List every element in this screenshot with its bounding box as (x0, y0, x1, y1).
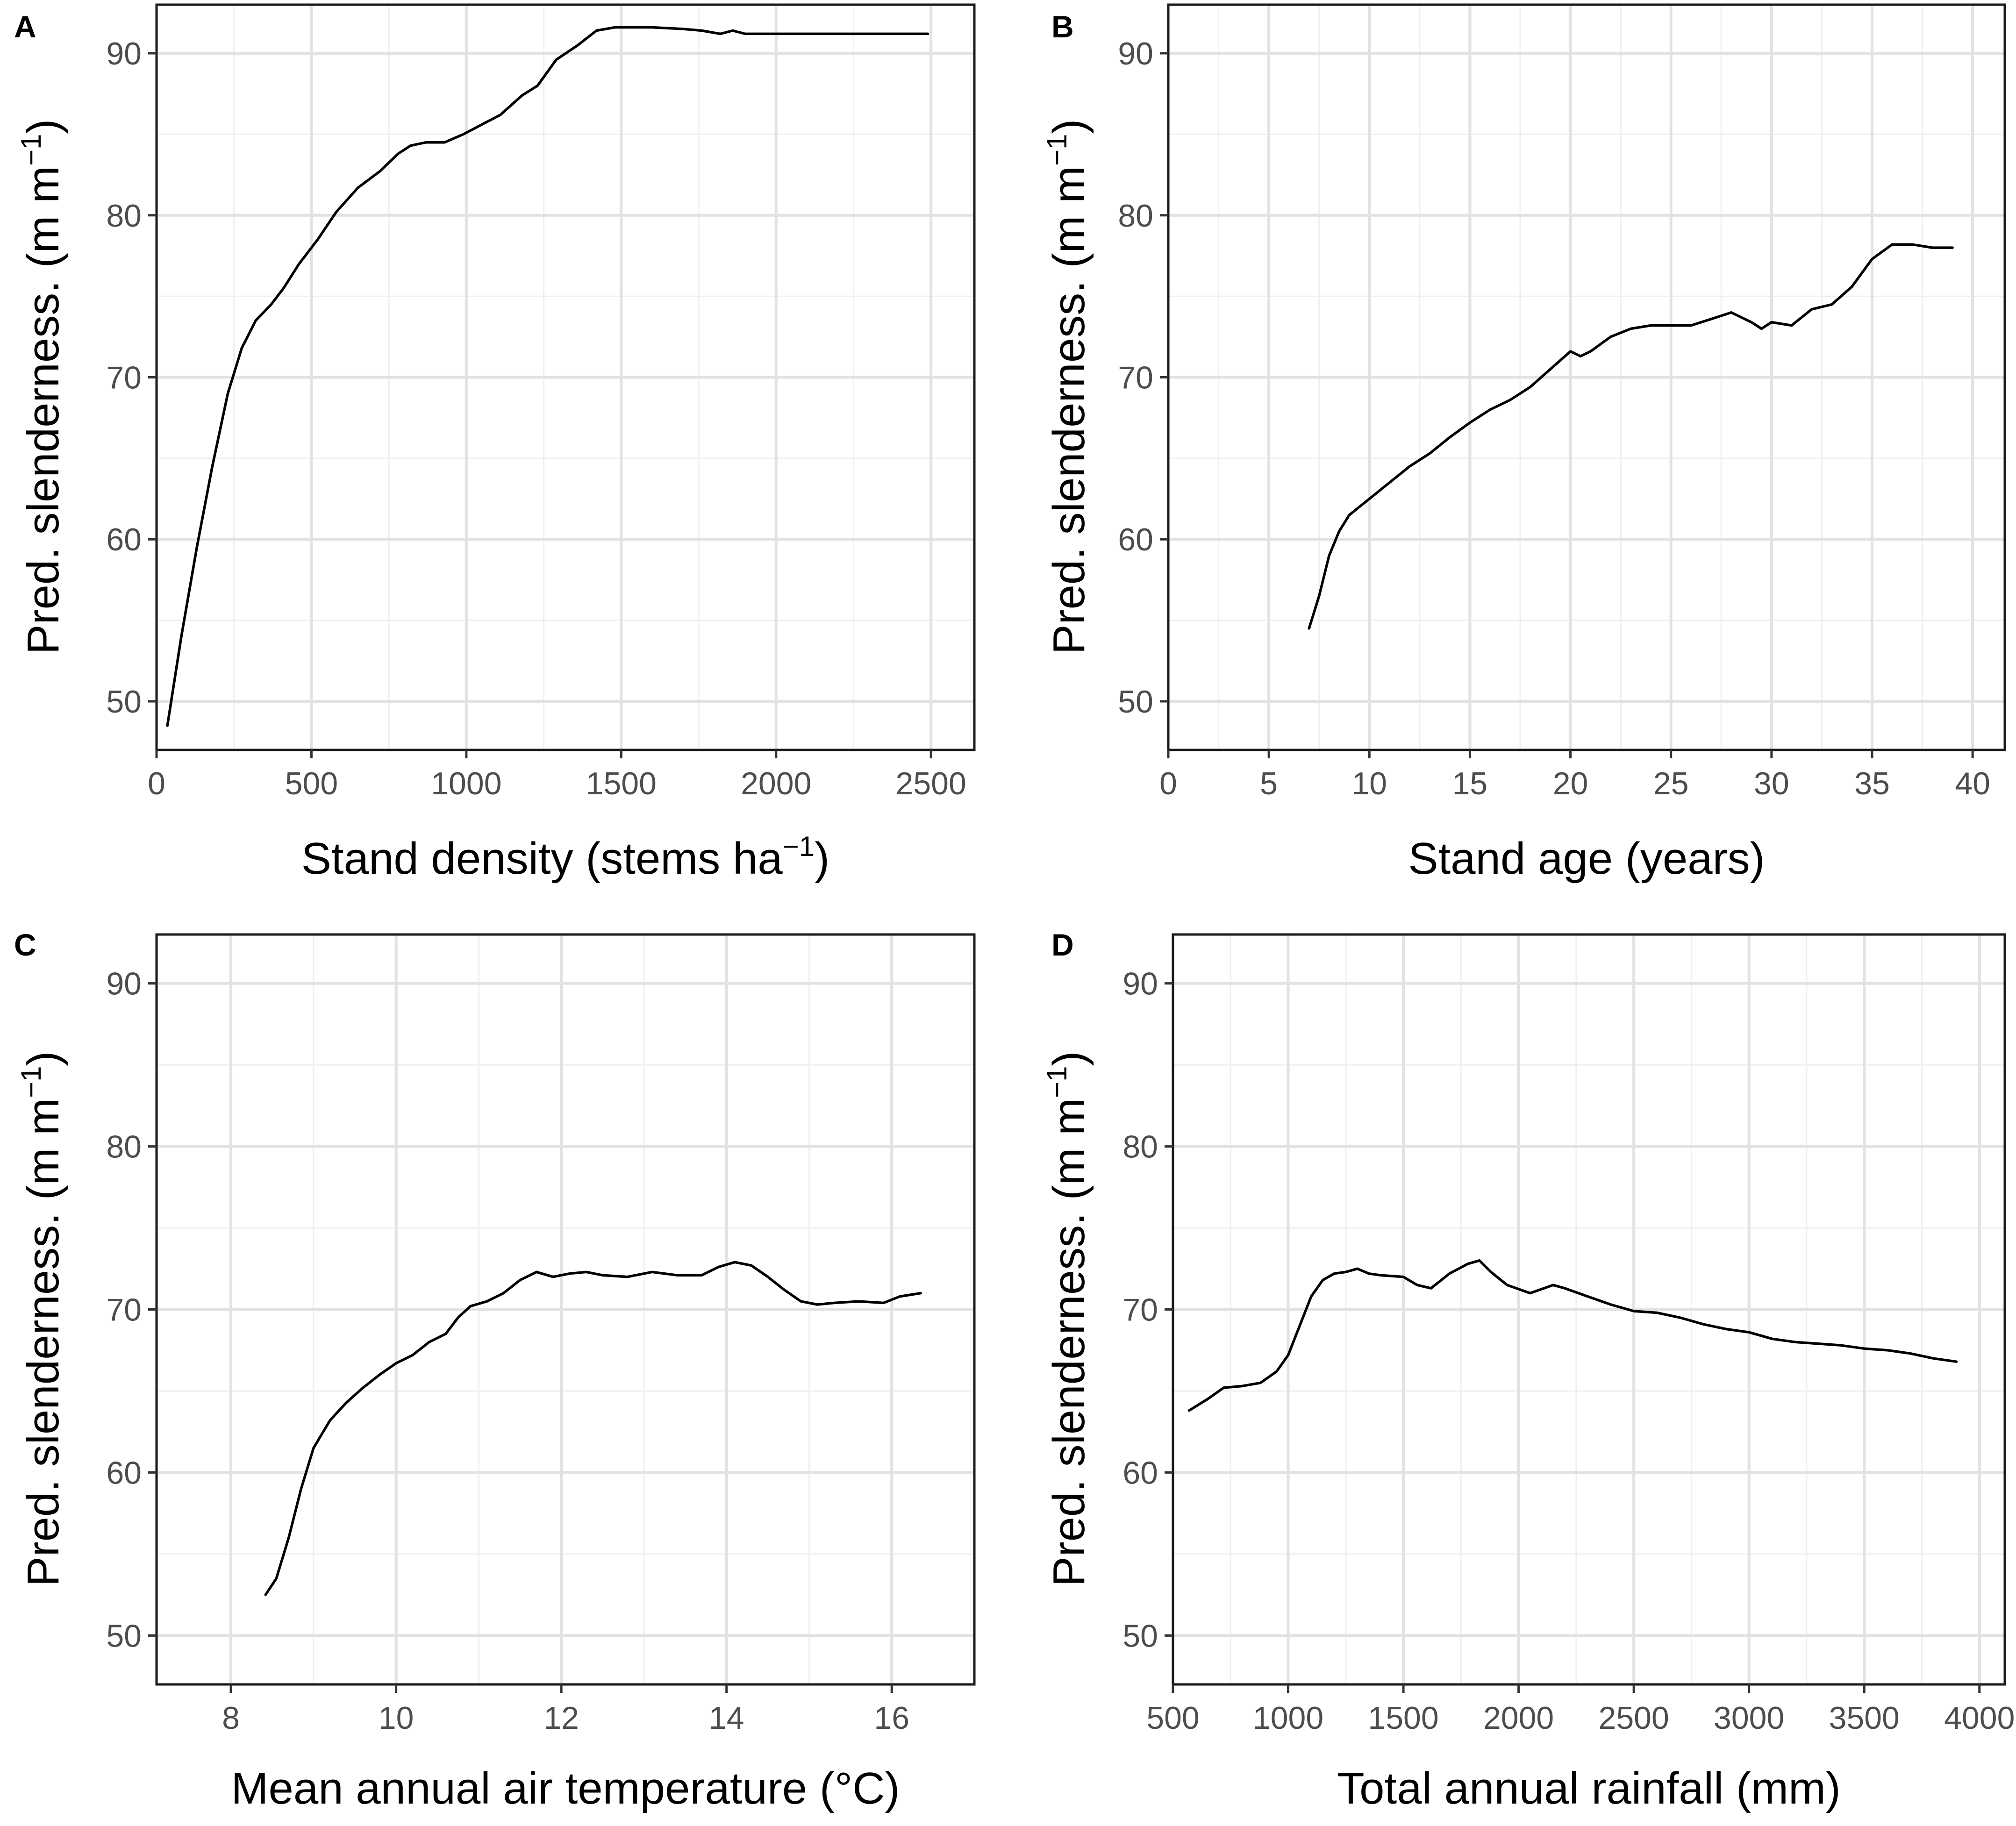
y-tick-label: 50 (1118, 684, 1153, 720)
panel-a: 0 500 1000 1500 2000 2500 50 60 70 80 90 A Stand den… (14, 3, 976, 884)
y-tick-label: 50 (1122, 1618, 1158, 1654)
panel-letter: C (14, 927, 36, 962)
x-tick-label: 1500 (586, 766, 657, 801)
x-tick-label: 2000 (1483, 1700, 1554, 1736)
panel-letter: B (1051, 9, 1074, 44)
y-tick-label: 60 (1118, 522, 1153, 557)
x-tick-label: 1500 (1368, 1700, 1438, 1736)
y-axis-title: Pred. slenderness. (m m−1) (1041, 1051, 1094, 1586)
x-tick-label: 2500 (896, 766, 966, 801)
y-tick-label: 90 (106, 966, 142, 1002)
panel-letter: D (1051, 927, 1074, 962)
x-tick-label: 14 (709, 1700, 744, 1736)
y-tick-label: 60 (106, 1455, 142, 1491)
y-tick-label: 80 (106, 1129, 142, 1165)
y-axis-title: Pred. slenderness. (m m−1) (15, 1051, 68, 1586)
x-tick-label: 5 (1260, 766, 1278, 801)
y-tick-label: 70 (1122, 1292, 1158, 1328)
y-tick-label: 70 (106, 360, 142, 396)
y-tick-label: 70 (106, 1292, 142, 1328)
x-tick-label: 10 (1351, 766, 1387, 801)
x-axis-title: Stand density (stems ha−1) (301, 831, 829, 884)
x-axis-title: Mean annual air temperature (°C) (231, 1763, 900, 1813)
x-tick-label: 35 (1854, 766, 1890, 801)
series-line-c (264, 1261, 922, 1596)
y-tick-label: 90 (1122, 966, 1158, 1002)
x-tick-label: 3000 (1714, 1700, 1784, 1736)
x-tick-label: 2000 (741, 766, 811, 801)
x-tick-label: 40 (1955, 766, 1990, 801)
y-tick-label: 50 (106, 684, 142, 720)
x-axis-title: Total annual rainfall (mm) (1337, 1763, 1841, 1813)
x-tick-label: 1000 (1253, 1700, 1323, 1736)
x-tick-label: 12 (543, 1700, 579, 1736)
y-tick-label: 60 (1122, 1455, 1158, 1491)
series-line-b (1308, 243, 1954, 630)
y-tick-label: 80 (1122, 1129, 1158, 1165)
x-tick-label: 3500 (1829, 1700, 1900, 1736)
y-tick-label: 60 (106, 522, 142, 557)
y-axis-title: Pred. slenderness. (m m−1) (15, 119, 68, 654)
x-tick-label: 20 (1553, 766, 1588, 801)
panel-b: 0 5 10 15 20 25 30 35 40 50 60 70 80 90 B Stand age (ye… (1041, 3, 2006, 884)
y-tick-label: 50 (106, 1618, 142, 1654)
y-tick-label: 90 (1118, 36, 1153, 71)
x-axis-title: Stand age (years) (1408, 834, 1765, 884)
x-tick-label: 30 (1754, 766, 1789, 801)
x-tick-label: 500 (1146, 1700, 1199, 1736)
x-tick-label: 0 (1159, 766, 1177, 801)
x-tick-label: 500 (285, 766, 338, 801)
x-tick-label: 2500 (1599, 1700, 1669, 1736)
series-line-a (166, 26, 929, 727)
x-tick-label: 0 (148, 766, 165, 801)
y-axis-title: Pred. slenderness. (m m−1) (1041, 119, 1094, 654)
panel-c: 8 10 12 14 16 50 60 70 80 90 C Mean annual air temp… (14, 927, 976, 1813)
panel-d: 500 1000 1500 2000 2500 3000 3500 4000 50 60 70 80 9… (1041, 927, 2015, 1813)
x-tick-label: 10 (379, 1700, 414, 1736)
panel-letter: A (14, 9, 36, 44)
y-tick-label: 70 (1118, 360, 1153, 396)
x-tick-label: 16 (874, 1700, 909, 1736)
x-tick-label: 1000 (431, 766, 501, 801)
x-tick-label: 15 (1452, 766, 1488, 801)
y-tick-label: 80 (1118, 198, 1153, 234)
x-tick-label: 4000 (1944, 1700, 2015, 1736)
x-tick-label: 8 (222, 1700, 240, 1736)
y-tick-label: 90 (106, 36, 142, 71)
y-tick-label: 80 (106, 198, 142, 234)
x-tick-label: 25 (1653, 766, 1689, 801)
series-line-d (1187, 1259, 1958, 1412)
